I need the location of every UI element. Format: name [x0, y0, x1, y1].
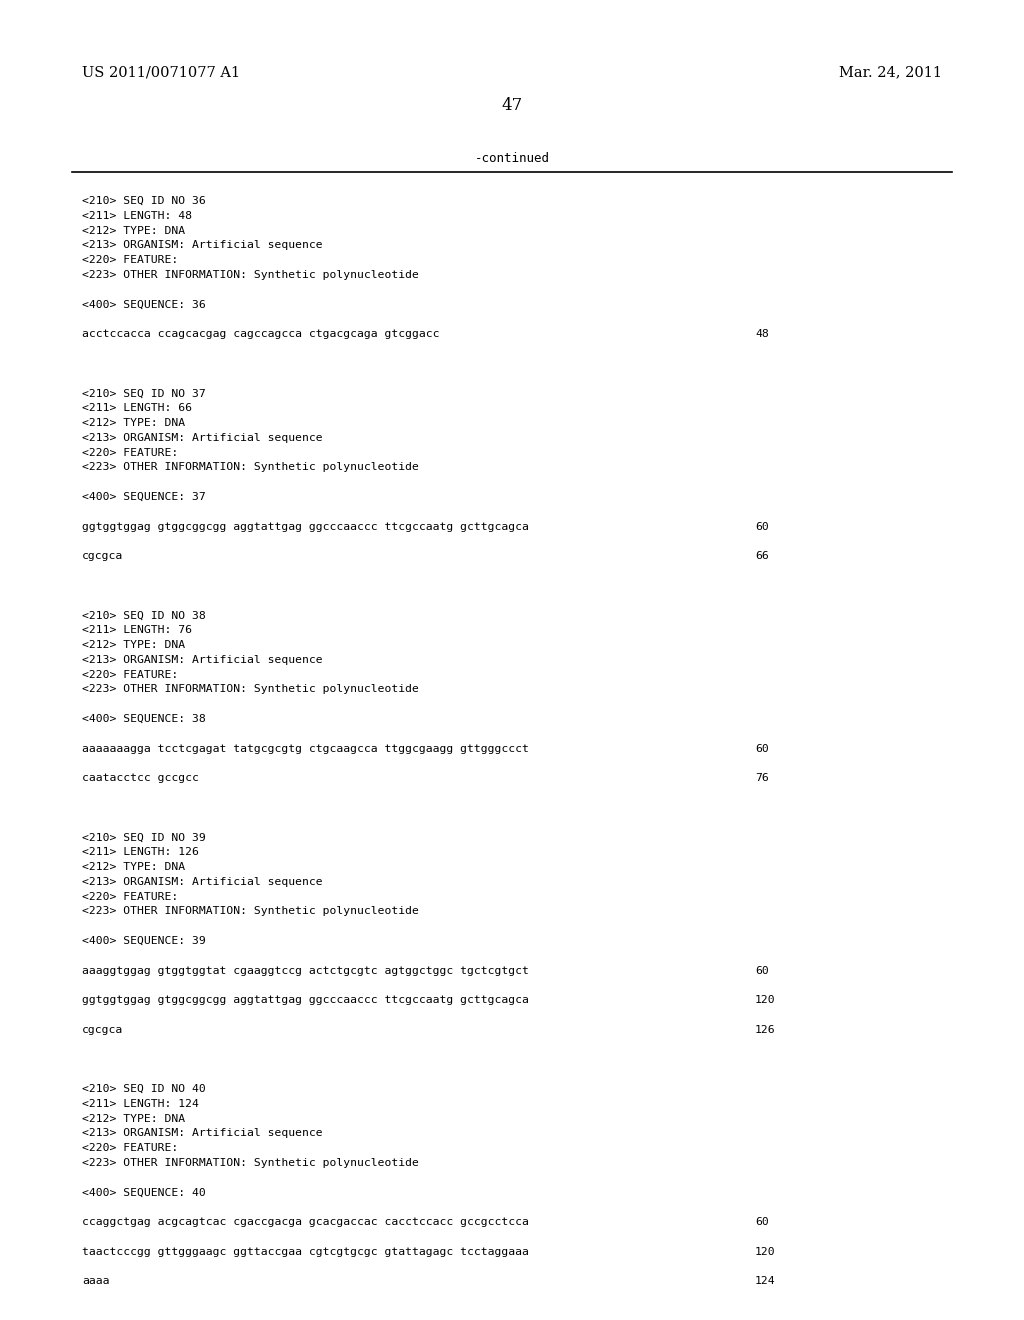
- Text: 124: 124: [755, 1276, 775, 1287]
- Text: aaaaaaagga tcctcgagat tatgcgcgtg ctgcaagcca ttggcgaagg gttgggccct: aaaaaaagga tcctcgagat tatgcgcgtg ctgcaag…: [82, 743, 528, 754]
- Text: <220> FEATURE:: <220> FEATURE:: [82, 669, 178, 680]
- Text: <213> ORGANISM: Artificial sequence: <213> ORGANISM: Artificial sequence: [82, 655, 323, 665]
- Text: <211> LENGTH: 124: <211> LENGTH: 124: [82, 1098, 199, 1109]
- Text: <220> FEATURE:: <220> FEATURE:: [82, 1143, 178, 1154]
- Text: <223> OTHER INFORMATION: Synthetic polynucleotide: <223> OTHER INFORMATION: Synthetic polyn…: [82, 1158, 419, 1168]
- Text: <400> SEQUENCE: 38: <400> SEQUENCE: 38: [82, 714, 206, 723]
- Text: <212> TYPE: DNA: <212> TYPE: DNA: [82, 418, 185, 428]
- Text: <400> SEQUENCE: 36: <400> SEQUENCE: 36: [82, 300, 206, 310]
- Text: 120: 120: [755, 1247, 775, 1257]
- Text: ggtggtggag gtggcggcgg aggtattgag ggcccaaccc ttcgccaatg gcttgcagca: ggtggtggag gtggcggcgg aggtattgag ggcccaa…: [82, 995, 528, 1006]
- Text: 60: 60: [755, 1217, 769, 1228]
- Text: <211> LENGTH: 126: <211> LENGTH: 126: [82, 847, 199, 857]
- Text: <223> OTHER INFORMATION: Synthetic polynucleotide: <223> OTHER INFORMATION: Synthetic polyn…: [82, 462, 419, 473]
- Text: 60: 60: [755, 743, 769, 754]
- Text: <223> OTHER INFORMATION: Synthetic polynucleotide: <223> OTHER INFORMATION: Synthetic polyn…: [82, 271, 419, 280]
- Text: 60: 60: [755, 521, 769, 532]
- Text: <212> TYPE: DNA: <212> TYPE: DNA: [82, 226, 185, 235]
- Text: -continued: -continued: [474, 152, 550, 165]
- Text: <213> ORGANISM: Artificial sequence: <213> ORGANISM: Artificial sequence: [82, 433, 323, 442]
- Text: <400> SEQUENCE: 37: <400> SEQUENCE: 37: [82, 492, 206, 502]
- Text: <211> LENGTH: 66: <211> LENGTH: 66: [82, 403, 193, 413]
- Text: <220> FEATURE:: <220> FEATURE:: [82, 891, 178, 902]
- Text: <220> FEATURE:: <220> FEATURE:: [82, 447, 178, 458]
- Text: <223> OTHER INFORMATION: Synthetic polynucleotide: <223> OTHER INFORMATION: Synthetic polyn…: [82, 907, 419, 916]
- Text: <400> SEQUENCE: 39: <400> SEQUENCE: 39: [82, 936, 206, 946]
- Text: <213> ORGANISM: Artificial sequence: <213> ORGANISM: Artificial sequence: [82, 240, 323, 251]
- Text: Mar. 24, 2011: Mar. 24, 2011: [839, 65, 942, 79]
- Text: <213> ORGANISM: Artificial sequence: <213> ORGANISM: Artificial sequence: [82, 1129, 323, 1138]
- Text: <210> SEQ ID NO 39: <210> SEQ ID NO 39: [82, 833, 206, 842]
- Text: aaaa: aaaa: [82, 1276, 110, 1287]
- Text: 76: 76: [755, 774, 769, 783]
- Text: <211> LENGTH: 48: <211> LENGTH: 48: [82, 211, 193, 220]
- Text: acctccacca ccagcacgag cagccagcca ctgacgcaga gtcggacc: acctccacca ccagcacgag cagccagcca ctgacgc…: [82, 329, 439, 339]
- Text: <400> SEQUENCE: 40: <400> SEQUENCE: 40: [82, 1188, 206, 1197]
- Text: <211> LENGTH: 76: <211> LENGTH: 76: [82, 626, 193, 635]
- Text: <212> TYPE: DNA: <212> TYPE: DNA: [82, 862, 185, 873]
- Text: ggtggtggag gtggcggcgg aggtattgag ggcccaaccc ttcgccaatg gcttgcagca: ggtggtggag gtggcggcgg aggtattgag ggcccaa…: [82, 521, 528, 532]
- Text: cgcgca: cgcgca: [82, 552, 123, 561]
- Text: 60: 60: [755, 966, 769, 975]
- Text: ccaggctgag acgcagtcac cgaccgacga gcacgaccac cacctccacc gccgcctcca: ccaggctgag acgcagtcac cgaccgacga gcacgac…: [82, 1217, 528, 1228]
- Text: <210> SEQ ID NO 37: <210> SEQ ID NO 37: [82, 388, 206, 399]
- Text: 47: 47: [502, 96, 522, 114]
- Text: 48: 48: [755, 329, 769, 339]
- Text: 126: 126: [755, 1024, 775, 1035]
- Text: caatacctcc gccgcc: caatacctcc gccgcc: [82, 774, 199, 783]
- Text: <212> TYPE: DNA: <212> TYPE: DNA: [82, 1114, 185, 1123]
- Text: aaaggtggag gtggtggtat cgaaggtccg actctgcgtc agtggctggc tgctcgtgct: aaaggtggag gtggtggtat cgaaggtccg actctgc…: [82, 966, 528, 975]
- Text: US 2011/0071077 A1: US 2011/0071077 A1: [82, 65, 240, 79]
- Text: 66: 66: [755, 552, 769, 561]
- Text: <223> OTHER INFORMATION: Synthetic polynucleotide: <223> OTHER INFORMATION: Synthetic polyn…: [82, 684, 419, 694]
- Text: 120: 120: [755, 995, 775, 1006]
- Text: cgcgca: cgcgca: [82, 1024, 123, 1035]
- Text: <220> FEATURE:: <220> FEATURE:: [82, 255, 178, 265]
- Text: <212> TYPE: DNA: <212> TYPE: DNA: [82, 640, 185, 649]
- Text: <213> ORGANISM: Artificial sequence: <213> ORGANISM: Artificial sequence: [82, 876, 323, 887]
- Text: <210> SEQ ID NO 40: <210> SEQ ID NO 40: [82, 1084, 206, 1094]
- Text: <210> SEQ ID NO 36: <210> SEQ ID NO 36: [82, 195, 206, 206]
- Text: taactcccgg gttgggaagc ggttaccgaa cgtcgtgcgc gtattagagc tcctaggaaa: taactcccgg gttgggaagc ggttaccgaa cgtcgtg…: [82, 1247, 528, 1257]
- Text: <210> SEQ ID NO 38: <210> SEQ ID NO 38: [82, 610, 206, 620]
